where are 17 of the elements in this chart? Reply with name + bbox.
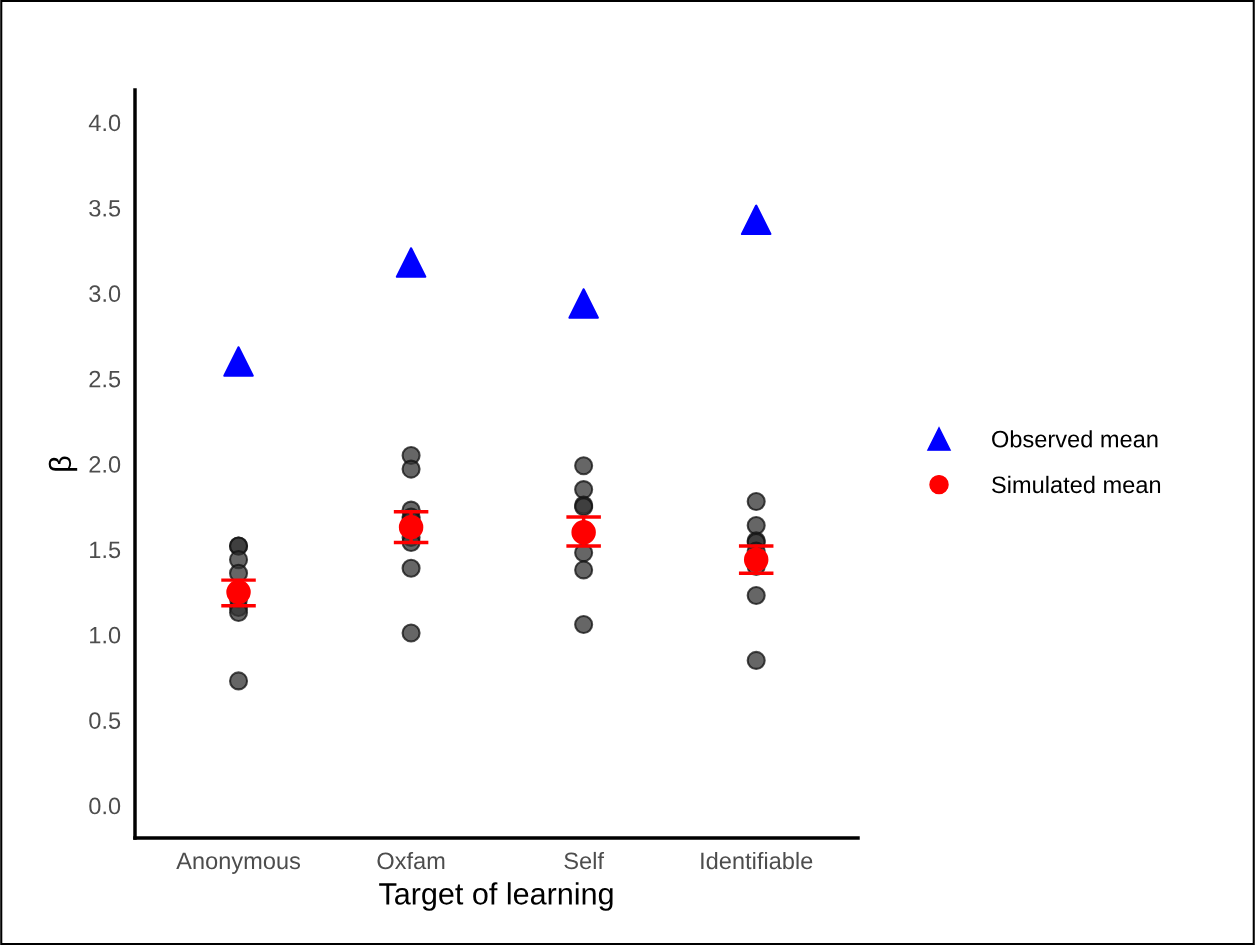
y-tick-label: 1.0 [90,626,121,644]
y-tick-label: 0.0 [89,797,121,815]
y-tick-label: 2.5 [89,370,121,388]
legend-label: Simulated mean [992,475,1161,494]
y-tick-label: 0.5 [89,712,121,729]
y-tick-label: 2.0 [89,456,121,473]
x-tick-label: Self [564,851,605,870]
y-tick-label: 3.5 [89,199,121,217]
legend-label: Observed mean [992,430,1158,448]
y-tick-label: 4.0 [88,114,121,132]
x-tick-label: Anonymous [176,852,301,874]
x-tick-label: Oxfam [377,851,445,870]
x-tick-label: Identifiable [701,851,813,870]
x-axis-title: Target of learning [379,882,613,911]
y-tick-label: 3.0 [89,285,121,303]
y-tick-label: 1.5 [90,541,121,559]
y-axis-title: β [48,456,78,471]
